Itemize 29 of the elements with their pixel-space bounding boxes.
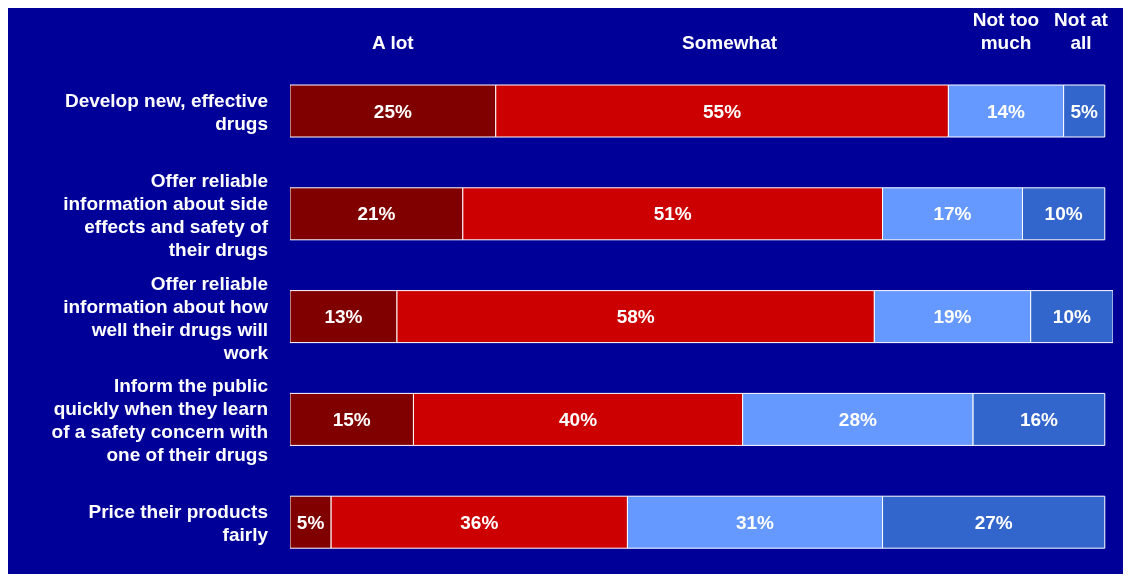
data-label: 21%	[357, 203, 396, 225]
y-tick-label: Offer reliable information about side effects and safety of their drugs	[63, 169, 269, 260]
data-label: 14%	[986, 100, 1026, 122]
series-label: A lot	[371, 31, 415, 54]
data-label: 17%	[933, 203, 972, 225]
data-label: 19%	[933, 306, 972, 328]
y-tick-label: Offer reliable information about how well their drugs will work	[63, 272, 269, 362]
data-label: 51%	[653, 203, 692, 225]
data-label: 40%	[559, 408, 598, 430]
data-label: 5%	[296, 511, 325, 533]
data-label: 25%	[373, 100, 412, 122]
data-label: 10%	[1052, 306, 1091, 328]
y-tick-label: Inform the public quickly when they learn of a safety concern with one of their drugs	[51, 374, 269, 465]
data-label: 16%	[1019, 408, 1059, 430]
data-label: 10%	[1044, 203, 1083, 225]
data-label: 58%	[616, 306, 655, 328]
data-label: 15%	[332, 408, 371, 430]
series-label: Not at all	[1053, 8, 1109, 54]
data-label: 27%	[974, 511, 1013, 533]
data-label: 31%	[735, 511, 775, 533]
y-tick-label: Price their products fairly	[88, 500, 269, 545]
series-label: Somewhat	[682, 31, 778, 54]
data-label: 36%	[460, 511, 499, 533]
y-tick-label: Develop new, effective drugs	[64, 89, 268, 134]
data-label: 28%	[838, 408, 877, 430]
series-label: Not too much	[971, 8, 1041, 54]
data-label: 55%	[703, 100, 742, 122]
data-label: 13%	[324, 306, 363, 328]
data-label: 5%	[1070, 100, 1099, 122]
